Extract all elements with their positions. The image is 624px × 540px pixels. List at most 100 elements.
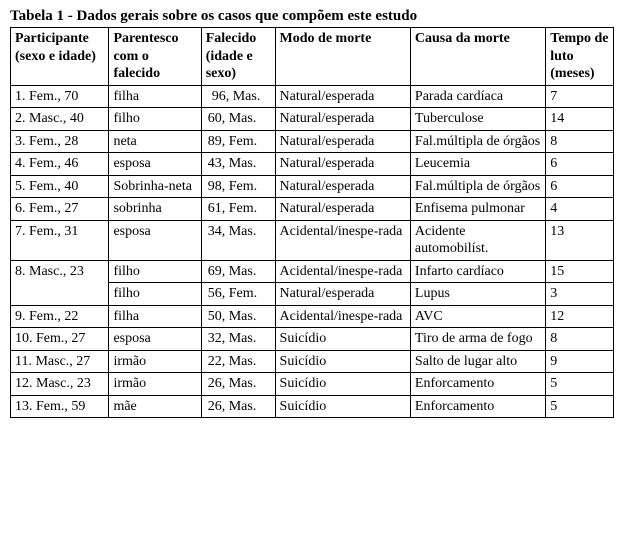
table-header-row: Participante (sexo e idade) Parentesco c…: [11, 28, 614, 86]
table-row: 13. Fem., 59 mãe 26, Mas. Suicídio Enfor…: [11, 395, 614, 418]
cell-cause: Enforcamento: [410, 373, 545, 396]
cell-time: 5: [546, 395, 614, 418]
table-row: 3. Fem., 28 neta 89, Fem. Natural/espera…: [11, 130, 614, 153]
cell-deceased: 26, Mas.: [201, 395, 275, 418]
cell-cause: AVC: [410, 305, 545, 328]
cell-cause: Fal.múltipla de órgãos: [410, 130, 545, 153]
col-header-cause: Causa da morte: [410, 28, 545, 86]
cell-participant: 7. Fem., 31: [11, 220, 109, 260]
cell-time: 9: [546, 350, 614, 373]
cell-mode: Suicídio: [275, 350, 410, 373]
cell-kinship: Sobrinha-neta: [109, 175, 201, 198]
cell-mode: Suicídio: [275, 395, 410, 418]
table-row: 11. Masc., 27 irmão 22, Mas. Suicídio Sa…: [11, 350, 614, 373]
table-row: 8. Masc., 23 filho 69, Mas. Acidental/in…: [11, 260, 614, 283]
cell-cause: Fal.múltipla de órgãos: [410, 175, 545, 198]
cell-participant: 4. Fem., 46: [11, 153, 109, 176]
cell-deceased: 96, Mas.: [201, 85, 275, 108]
cell-cause: Parada cardíaca: [410, 85, 545, 108]
cell-kinship: filha: [109, 305, 201, 328]
col-header-time: Tempo de luto (meses): [546, 28, 614, 86]
table-row: 5. Fem., 40 Sobrinha-neta 98, Fem. Natur…: [11, 175, 614, 198]
cell-time: 13: [546, 220, 614, 260]
cell-deceased: 26, Mas.: [201, 373, 275, 396]
cell-mode: Acidental/inespe-rada: [275, 220, 410, 260]
cell-time: 6: [546, 175, 614, 198]
cell-deceased: 60, Mas.: [201, 108, 275, 131]
cell-deceased: 98, Fem.: [201, 175, 275, 198]
cell-mode: Natural/esperada: [275, 130, 410, 153]
cell-mode: Acidental/inespe-rada: [275, 260, 410, 283]
table-row: 1. Fem., 70 filha 96, Mas. Natural/esper…: [11, 85, 614, 108]
cell-kinship: filho: [109, 283, 201, 306]
cell-deceased: 32, Mas.: [201, 328, 275, 351]
cell-time: 6: [546, 153, 614, 176]
cell-cause: Tuberculose: [410, 108, 545, 131]
cell-time: 7: [546, 85, 614, 108]
cell-deceased: 56, Fem.: [201, 283, 275, 306]
cell-kinship: esposa: [109, 153, 201, 176]
cell-mode: Natural/esperada: [275, 175, 410, 198]
cell-deceased: 61, Fem.: [201, 198, 275, 221]
cell-participant: 2. Masc., 40: [11, 108, 109, 131]
cell-time: 12: [546, 305, 614, 328]
table-row: 9. Fem., 22 filha 50, Mas. Acidental/ine…: [11, 305, 614, 328]
cell-participant: 6. Fem., 27: [11, 198, 109, 221]
cell-kinship: esposa: [109, 328, 201, 351]
table-row: 4. Fem., 46 esposa 43, Mas. Natural/espe…: [11, 153, 614, 176]
cell-participant: 10. Fem., 27: [11, 328, 109, 351]
cell-time: 4: [546, 198, 614, 221]
cell-deceased: 22, Mas.: [201, 350, 275, 373]
cell-mode: Natural/esperada: [275, 85, 410, 108]
cell-time: 8: [546, 130, 614, 153]
cell-cause: Lupus: [410, 283, 545, 306]
table-row: 10. Fem., 27 esposa 32, Mas. Suicídio Ti…: [11, 328, 614, 351]
cell-time: 8: [546, 328, 614, 351]
table-row: 7. Fem., 31 esposa 34, Mas. Acidental/in…: [11, 220, 614, 260]
cell-cause: Enfisema pulmonar: [410, 198, 545, 221]
cell-participant: 8. Masc., 23: [11, 260, 109, 305]
col-header-kinship: Parentesco com o falecido: [109, 28, 201, 86]
cell-cause: Salto de lugar alto: [410, 350, 545, 373]
cell-kinship: filha: [109, 85, 201, 108]
cell-kinship: mãe: [109, 395, 201, 418]
cell-cause: Leucemia: [410, 153, 545, 176]
cell-deceased: 43, Mas.: [201, 153, 275, 176]
col-header-deceased: Falecido (idade e sexo): [201, 28, 275, 86]
data-table: Participante (sexo e idade) Parentesco c…: [10, 27, 614, 418]
cell-participant: 12. Masc., 23: [11, 373, 109, 396]
table-row: 12. Masc., 23 irmão 26, Mas. Suicídio En…: [11, 373, 614, 396]
cell-participant: 3. Fem., 28: [11, 130, 109, 153]
cell-participant: 11. Masc., 27: [11, 350, 109, 373]
cell-time: 15: [546, 260, 614, 283]
cell-participant: 9. Fem., 22: [11, 305, 109, 328]
cell-time: 5: [546, 373, 614, 396]
cell-deceased: 50, Mas.: [201, 305, 275, 328]
cell-participant: 13. Fem., 59: [11, 395, 109, 418]
cell-kinship: neta: [109, 130, 201, 153]
cell-time: 3: [546, 283, 614, 306]
cell-mode: Suicídio: [275, 328, 410, 351]
table-row: 2. Masc., 40 filho 60, Mas. Natural/espe…: [11, 108, 614, 131]
cell-deceased: 34, Mas.: [201, 220, 275, 260]
cell-mode: Acidental/inespe-rada: [275, 305, 410, 328]
table-caption: Tabela 1 - Dados gerais sobre os casos q…: [10, 8, 614, 25]
cell-kinship: irmão: [109, 350, 201, 373]
cell-kinship: filho: [109, 260, 201, 283]
cell-cause: Tiro de arma de fogo: [410, 328, 545, 351]
cell-time: 14: [546, 108, 614, 131]
cell-mode: Suicídio: [275, 373, 410, 396]
cell-deceased: 69, Mas.: [201, 260, 275, 283]
cell-participant: 5. Fem., 40: [11, 175, 109, 198]
cell-participant: 1. Fem., 70: [11, 85, 109, 108]
cell-cause: Enforcamento: [410, 395, 545, 418]
col-header-participant: Participante (sexo e idade): [11, 28, 109, 86]
cell-mode: Natural/esperada: [275, 198, 410, 221]
cell-mode: Natural/esperada: [275, 153, 410, 176]
cell-cause: Acidente automobilíst.: [410, 220, 545, 260]
table-row: 6. Fem., 27 sobrinha 61, Fem. Natural/es…: [11, 198, 614, 221]
cell-cause: Infarto cardíaco: [410, 260, 545, 283]
cell-kinship: esposa: [109, 220, 201, 260]
cell-kinship: sobrinha: [109, 198, 201, 221]
col-header-mode: Modo de morte: [275, 28, 410, 86]
